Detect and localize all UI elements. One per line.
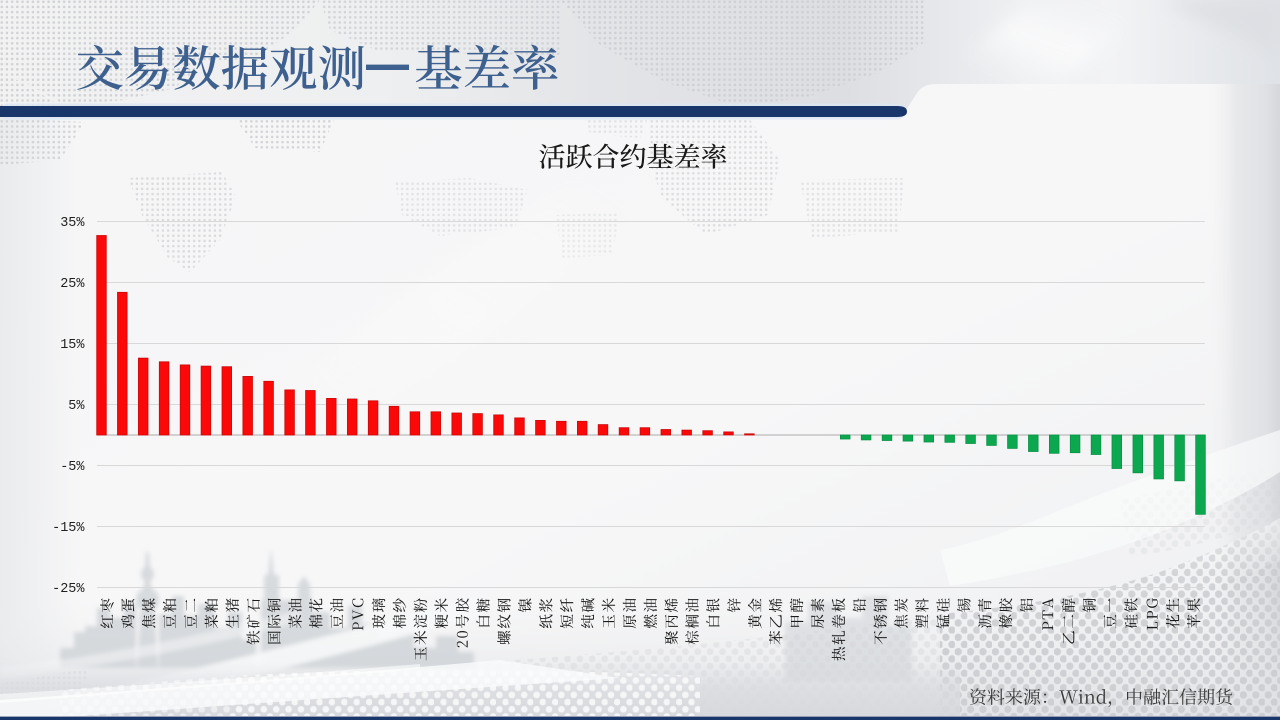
- svg-text:15%: 15%: [60, 338, 85, 353]
- svg-text:35%: 35%: [60, 216, 85, 231]
- svg-text:-5%: -5%: [60, 460, 85, 475]
- svg-text:-15%: -15%: [52, 521, 85, 536]
- svg-text:5%: 5%: [68, 399, 85, 414]
- svg-text:-25%: -25%: [52, 582, 85, 597]
- svg-text:25%: 25%: [60, 277, 85, 292]
